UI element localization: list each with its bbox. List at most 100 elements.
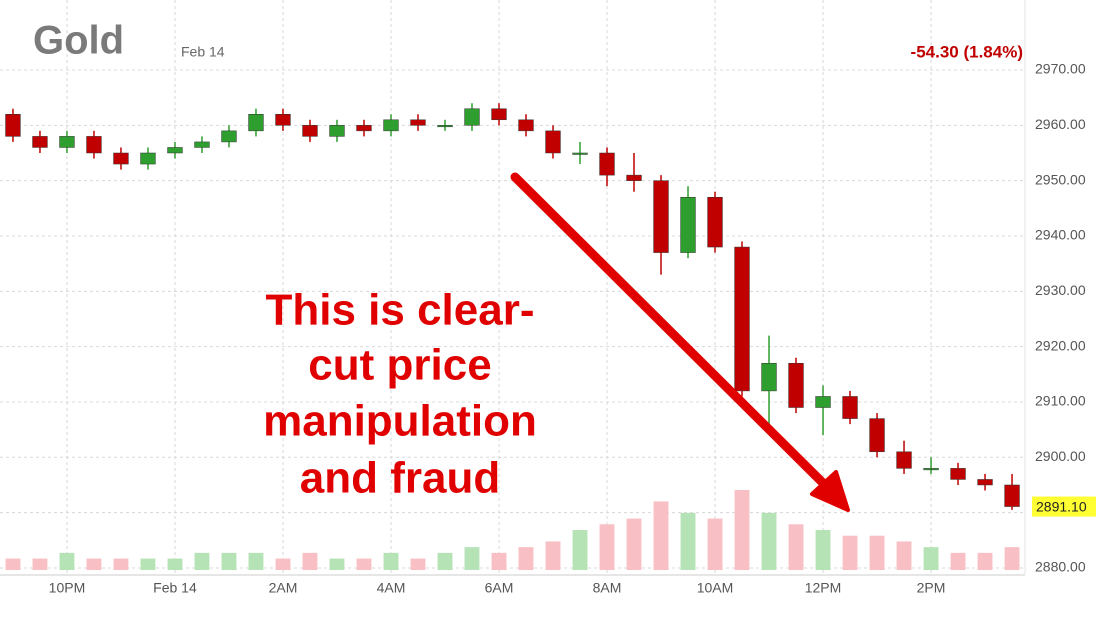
volume-bar xyxy=(383,552,399,570)
volume-bar xyxy=(5,558,21,570)
candle-body xyxy=(302,125,318,137)
candle-body xyxy=(653,180,669,253)
last-price-box xyxy=(1032,496,1096,517)
candle-body xyxy=(5,114,21,137)
volume-bar xyxy=(626,518,642,570)
y-tick-label: 2970.00 xyxy=(1035,61,1086,77)
annotation-line: This is clear- xyxy=(265,286,534,335)
volume-bar xyxy=(329,558,345,570)
volume-bar xyxy=(221,552,237,570)
volume-bar xyxy=(707,518,723,570)
candle-body xyxy=(518,119,534,132)
candle-body xyxy=(410,119,426,126)
candle-body xyxy=(491,108,507,121)
candle-body xyxy=(32,136,48,148)
candle-body xyxy=(329,125,345,137)
volume-bar xyxy=(491,552,507,570)
last-price-label: 2891.10 xyxy=(1036,498,1087,514)
candle-body xyxy=(626,174,642,181)
subtitle: Feb 14 xyxy=(181,44,225,60)
volume-bar xyxy=(437,552,453,570)
candle-body xyxy=(194,141,210,148)
candle-body xyxy=(221,130,237,143)
x-tick-label: 12PM xyxy=(805,580,842,596)
y-tick-label: 2960.00 xyxy=(1035,116,1086,132)
volume-bar xyxy=(167,558,183,570)
y-tick-label: 2940.00 xyxy=(1035,227,1086,243)
x-tick-label: 4AM xyxy=(377,580,406,596)
volume-bar xyxy=(869,535,885,570)
x-tick-label: 2PM xyxy=(917,580,946,596)
candle-body xyxy=(59,136,75,148)
volume-bar xyxy=(680,512,696,570)
y-tick-label: 2930.00 xyxy=(1035,282,1086,298)
arrow-shaft xyxy=(510,172,833,493)
volume-bar xyxy=(113,558,129,570)
x-tick-label: 6AM xyxy=(485,580,514,596)
annotation-line: and fraud xyxy=(300,454,500,503)
candle-body xyxy=(788,362,804,408)
annotation-line: cut price xyxy=(308,341,491,390)
volume-bar xyxy=(950,552,966,570)
volume-bar xyxy=(734,490,750,570)
grid xyxy=(0,0,1025,575)
candle-body xyxy=(923,468,939,471)
candle-body xyxy=(734,246,750,392)
volume-bar xyxy=(410,558,426,570)
volume-bar xyxy=(518,547,534,570)
candle-body xyxy=(707,197,723,248)
candle-body xyxy=(248,114,264,132)
volume-bar xyxy=(545,541,561,570)
candle-body xyxy=(113,152,129,165)
volume-bar xyxy=(761,512,777,570)
volume-bar xyxy=(356,558,372,570)
volume-bar xyxy=(59,552,75,570)
volume-bar xyxy=(248,552,264,570)
candle-body xyxy=(464,108,480,126)
candle-body xyxy=(86,136,102,154)
volume-bar xyxy=(464,547,480,570)
candle-body xyxy=(977,479,993,486)
candle-body xyxy=(167,147,183,154)
y-tick-label: 2900.00 xyxy=(1035,448,1086,464)
y-tick-label: 2910.00 xyxy=(1035,393,1086,409)
candle-body xyxy=(545,130,561,154)
arrow-head xyxy=(810,470,850,512)
candle-body xyxy=(383,119,399,132)
chart-title: Gold xyxy=(33,19,124,63)
x-tick-label: 10PM xyxy=(49,580,86,596)
candle-layer xyxy=(5,103,1020,510)
candle-body xyxy=(842,396,858,419)
x-tick-label: Feb 14 xyxy=(153,580,197,596)
candle-body xyxy=(869,418,885,453)
x-tick-label: 2AM xyxy=(269,580,298,596)
change: -54.30 (1.84%) xyxy=(911,42,1023,61)
volume-bar xyxy=(572,530,588,570)
x-tick-label: 10AM xyxy=(697,580,734,596)
axis-labels: 2880.002890.002900.002910.002920.002930.… xyxy=(49,61,1096,596)
volume-bar xyxy=(86,558,102,570)
candle-body xyxy=(680,197,696,253)
volume-bar xyxy=(653,501,669,570)
x-tick-label: 8AM xyxy=(593,580,622,596)
candle-body xyxy=(356,125,372,132)
volume-bar xyxy=(599,524,615,570)
volume-bar xyxy=(302,552,318,570)
volume-bar xyxy=(32,558,48,570)
volume-bar xyxy=(815,530,831,570)
candle-body xyxy=(1004,484,1020,507)
y-tick-label: 2880.00 xyxy=(1035,559,1086,575)
y-tick-label: 2920.00 xyxy=(1035,337,1086,353)
volume-bar xyxy=(842,535,858,570)
annotation-line: manipulation xyxy=(263,397,537,446)
candle-body xyxy=(599,152,615,176)
volume-bar xyxy=(140,558,156,570)
candle-body xyxy=(572,152,588,155)
y-tick-label: 2950.00 xyxy=(1035,171,1086,187)
volume-bar xyxy=(194,552,210,570)
volume-layer xyxy=(5,490,1020,570)
candle-body xyxy=(950,468,966,480)
candle-body xyxy=(896,451,912,469)
candle-body xyxy=(761,362,777,392)
